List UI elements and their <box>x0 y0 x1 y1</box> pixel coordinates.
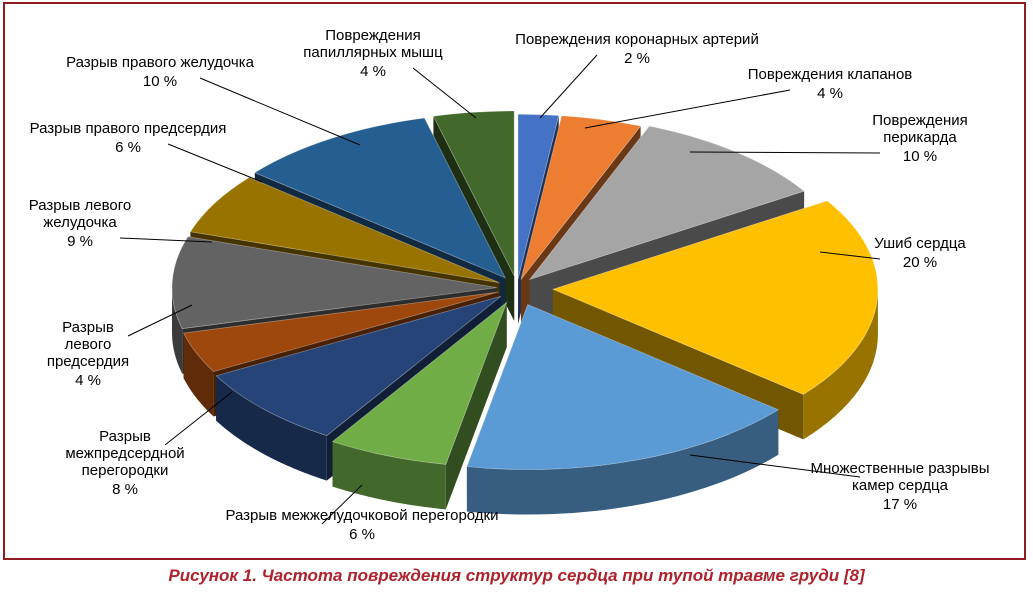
slice-percent: 2 % <box>624 50 650 67</box>
pie-slice-top <box>331 301 508 465</box>
leader-line <box>689 151 881 154</box>
slice-label: Повреждения перикарда 10 % <box>872 112 968 165</box>
pie-slice-rim <box>216 375 327 481</box>
leader-line <box>539 54 598 119</box>
pie-chart: Повреждения коронарных артерий 2 %Поврежд… <box>29 27 990 543</box>
pie-slice <box>466 304 780 515</box>
slice-label: Повреждения коронарных артерий 2 % <box>515 31 759 67</box>
slice-percent: 6 % <box>349 526 375 543</box>
slice-percent: 20 % <box>903 254 937 271</box>
pie-slice-top <box>215 295 502 437</box>
slice-label: Ушиб сердца 20 % <box>874 235 966 271</box>
leader-line <box>689 454 861 478</box>
slice-label: Разрыв левого предсердия 4 % <box>47 319 129 389</box>
leader-line <box>321 484 363 525</box>
pie-slice-top <box>182 291 499 372</box>
leader-line <box>412 67 477 119</box>
pie-slice-top <box>517 113 560 280</box>
leader-line <box>167 143 263 183</box>
slice-label: Разрыв правого предсердия 6 % <box>30 120 227 156</box>
slice-label: Разрыв межпредсердной перегородки 8 % <box>65 428 184 498</box>
leader-line <box>584 89 791 129</box>
pie-slice-rim <box>172 287 183 374</box>
pie-slice-top <box>171 236 498 330</box>
slice-percent: 4 % <box>360 63 386 80</box>
pie-slice-top <box>253 117 507 279</box>
slice-label: Повреждения папиллярных мышц 4 % <box>303 27 443 80</box>
leader-line <box>127 304 193 337</box>
leader-line <box>819 251 881 260</box>
slice-percent: 4 % <box>75 372 101 389</box>
pie-slice-top <box>189 177 500 284</box>
slice-percent: 17 % <box>883 496 917 513</box>
pie-slice <box>331 301 508 510</box>
slice-percent: 4 % <box>817 85 843 102</box>
slice-label: Повреждения клапанов 4 % <box>748 66 913 102</box>
slice-label: Множественные разрывы камер сердца 17 % <box>811 460 990 513</box>
pie-slice-rim <box>803 289 878 440</box>
slice-label: Разрыв левого желудочка 9 % <box>29 197 132 250</box>
pie-slice-top <box>432 110 515 277</box>
pie-slice-top <box>466 304 780 470</box>
leader-line <box>199 77 361 146</box>
pie-slice-top <box>520 115 642 280</box>
slice-percent: 10 % <box>143 73 177 90</box>
slice-label: Разрыв межжелудочковой перегородки 6 % <box>226 507 499 543</box>
pie-slice-rim <box>332 441 446 510</box>
leader-line <box>119 237 213 243</box>
slice-percent: 6 % <box>115 139 141 156</box>
slice-percent: 10 % <box>903 148 937 165</box>
leader-line <box>164 391 233 446</box>
pie-slice-rim <box>466 409 779 515</box>
pie-slice-rim <box>183 333 214 417</box>
pie-slice-top <box>551 200 879 395</box>
slice-percent: 9 % <box>67 233 93 250</box>
slice-percent: 8 % <box>112 481 138 498</box>
figure-caption: Рисунок 1. Частота повреждения структур … <box>168 566 865 585</box>
slice-label: Разрыв правого желудочка 10 % <box>66 54 255 90</box>
